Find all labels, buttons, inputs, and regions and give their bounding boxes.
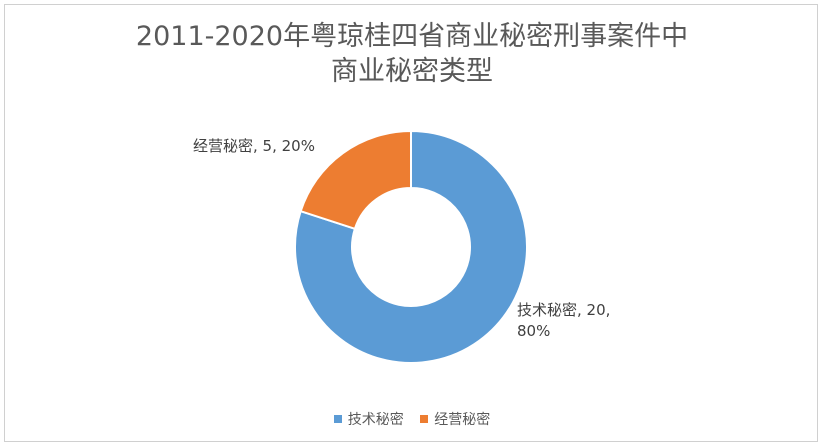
data-label-business-secret: 经营秘密, 5, 20% [193,137,315,155]
legend-swatch-technical-secret [333,415,342,423]
slice-business-secret[interactable] [299,129,412,231]
chart-legend: 技术秘密 经营秘密 [5,409,819,429]
chart-title: 2011-2020年粤琼桂四省商业秘密刑事案件中 商业秘密类型 [5,19,819,89]
slice-technical-secret[interactable] [294,129,528,364]
data-label-technical-secret-line-1: 技术秘密, 20, [517,301,610,319]
legend-label-technical-secret: 技术秘密 [347,412,404,428]
donut-chart: 经营秘密, 5, 20% 技术秘密, 20, 80% [193,129,610,364]
legend-item-technical-secret[interactable]: 技术秘密 [333,409,404,429]
chart-title-line-2: 商业秘密类型 [331,56,493,87]
data-label-technical-secret-line-2: 80% [517,322,550,340]
chart-area: 2011-2020年粤琼桂四省商业秘密刑事案件中 商业秘密类型 经营秘密, 5,… [4,4,818,442]
legend-label-business-secret: 经营秘密 [434,412,491,428]
legend-swatch-business-secret [420,415,429,423]
chart-title-line-1: 2011-2020年粤琼桂四省商业秘密刑事案件中 [135,21,689,52]
legend-item-business-secret[interactable]: 经营秘密 [420,409,490,429]
